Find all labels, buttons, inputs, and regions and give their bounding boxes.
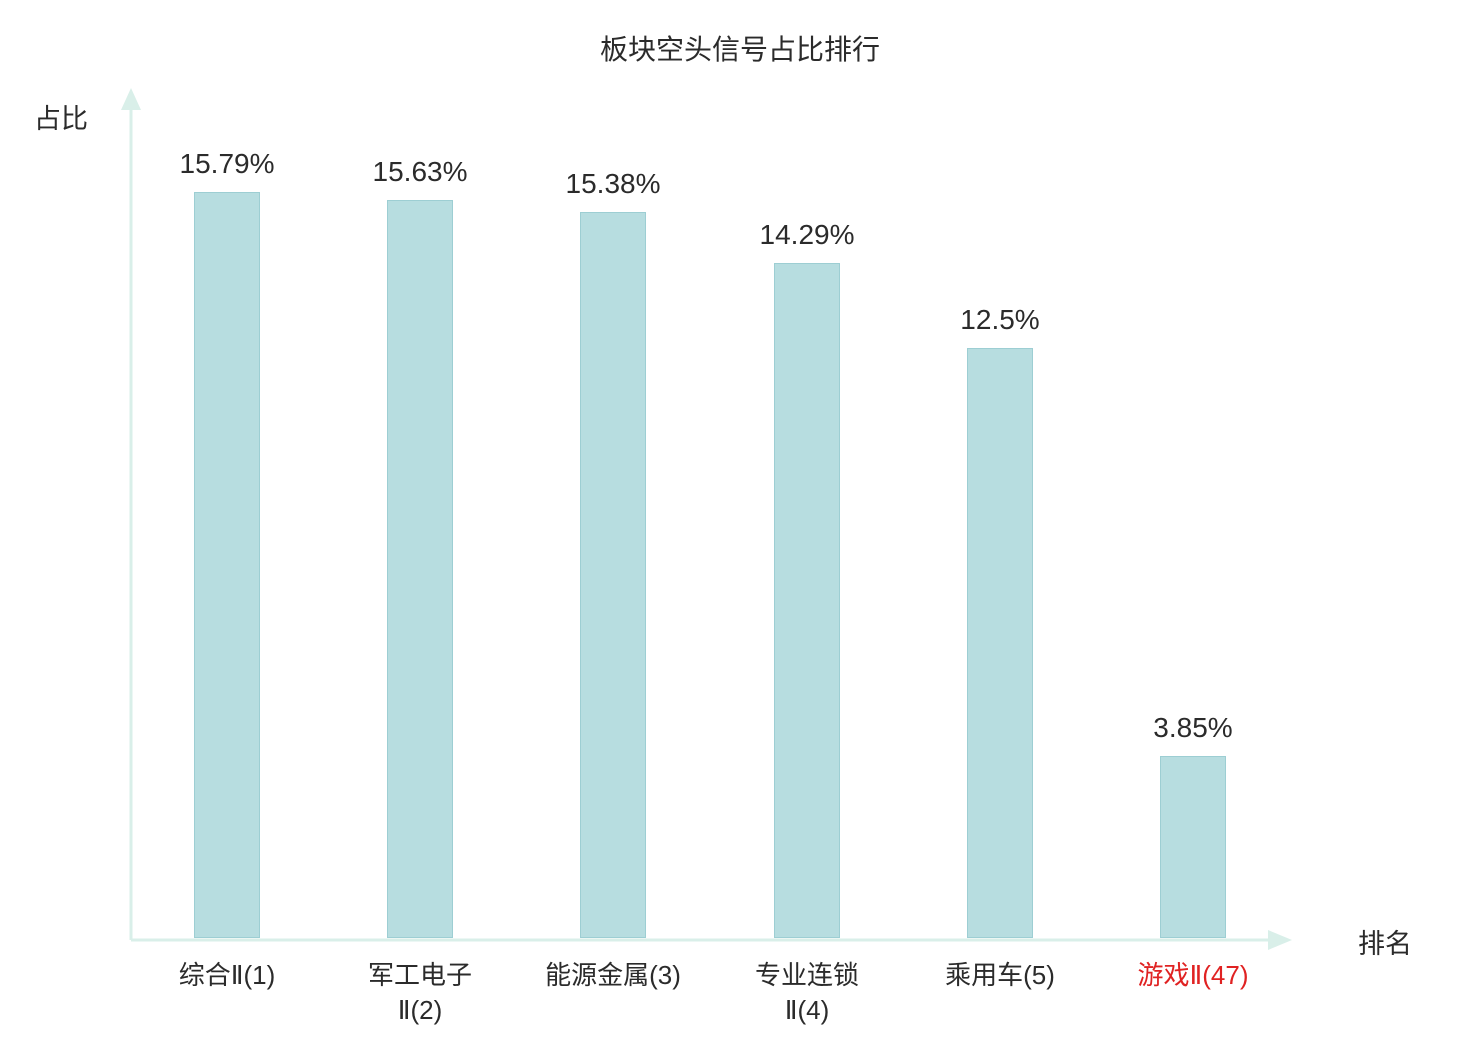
- bar: [1160, 756, 1226, 938]
- bar-category-label: 乘用车(5): [945, 960, 1055, 990]
- y-axis-arrow-icon: [121, 88, 141, 110]
- bar-category-label: 游戏Ⅱ(47): [1137, 960, 1249, 990]
- bar-value-label: 15.38%: [565, 168, 661, 199]
- bar: [194, 192, 260, 938]
- bar-value-label: 15.79%: [179, 148, 275, 179]
- bar: [774, 263, 840, 938]
- bar-category-label: 军工电子 Ⅱ(2): [367, 960, 472, 1026]
- y-axis-label: 占比: [34, 104, 88, 134]
- x-axis-arrow-icon: [1268, 930, 1292, 950]
- x-axis-label: 排名: [1358, 929, 1412, 959]
- chart-title: 板块空头信号占比排行: [599, 34, 880, 65]
- bar-value-label: 14.29%: [759, 219, 855, 250]
- bar: [580, 212, 646, 938]
- bar: [967, 348, 1033, 938]
- bar-category-label: 能源金属(3): [545, 960, 681, 990]
- bar: [387, 200, 453, 938]
- bar-value-label: 15.63%: [372, 156, 468, 187]
- bar-category-label: 专业连锁 Ⅱ(4): [754, 960, 859, 1026]
- bar-value-label: 3.85%: [1153, 712, 1233, 743]
- bar-value-label: 12.5%: [960, 304, 1040, 335]
- bar-category-label: 综合Ⅱ(1): [178, 960, 276, 990]
